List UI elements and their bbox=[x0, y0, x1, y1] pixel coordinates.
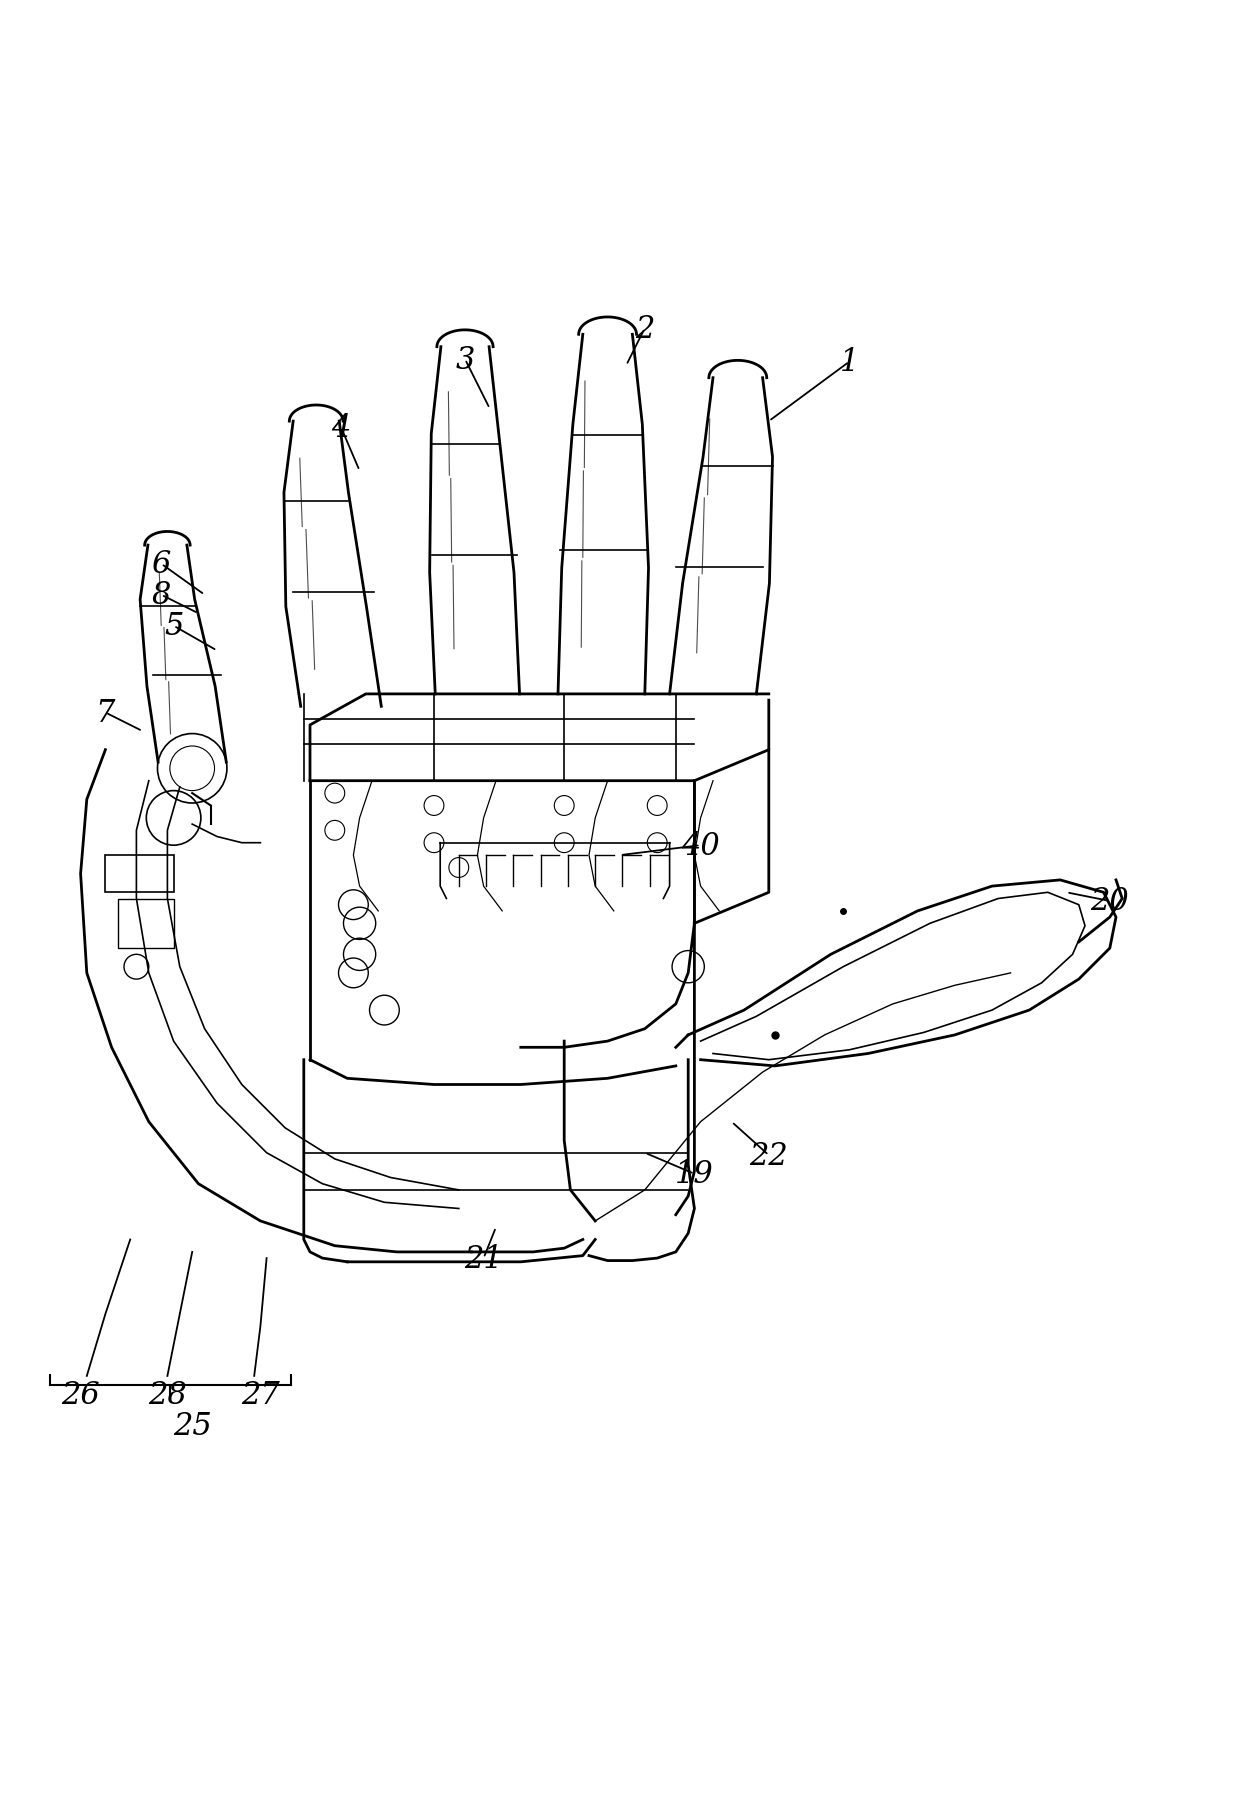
Text: 19: 19 bbox=[675, 1158, 714, 1190]
Bar bbox=[105, 856, 174, 894]
Text: 7: 7 bbox=[95, 698, 115, 728]
Text: 21: 21 bbox=[464, 1242, 503, 1275]
Text: 22: 22 bbox=[749, 1140, 789, 1170]
Text: 5: 5 bbox=[164, 611, 184, 642]
Bar bbox=[118, 899, 174, 949]
Text: 26: 26 bbox=[61, 1379, 100, 1410]
Text: 2: 2 bbox=[635, 313, 655, 345]
Text: 4: 4 bbox=[331, 412, 351, 444]
Text: 3: 3 bbox=[455, 345, 475, 376]
Text: 40: 40 bbox=[681, 831, 720, 861]
Text: 20: 20 bbox=[1090, 886, 1130, 917]
Text: 6: 6 bbox=[151, 548, 171, 581]
Text: 28: 28 bbox=[148, 1379, 187, 1410]
Text: 1: 1 bbox=[839, 347, 859, 378]
Text: 8: 8 bbox=[151, 581, 171, 611]
Text: 27: 27 bbox=[241, 1379, 280, 1410]
Text: 25: 25 bbox=[172, 1410, 212, 1442]
